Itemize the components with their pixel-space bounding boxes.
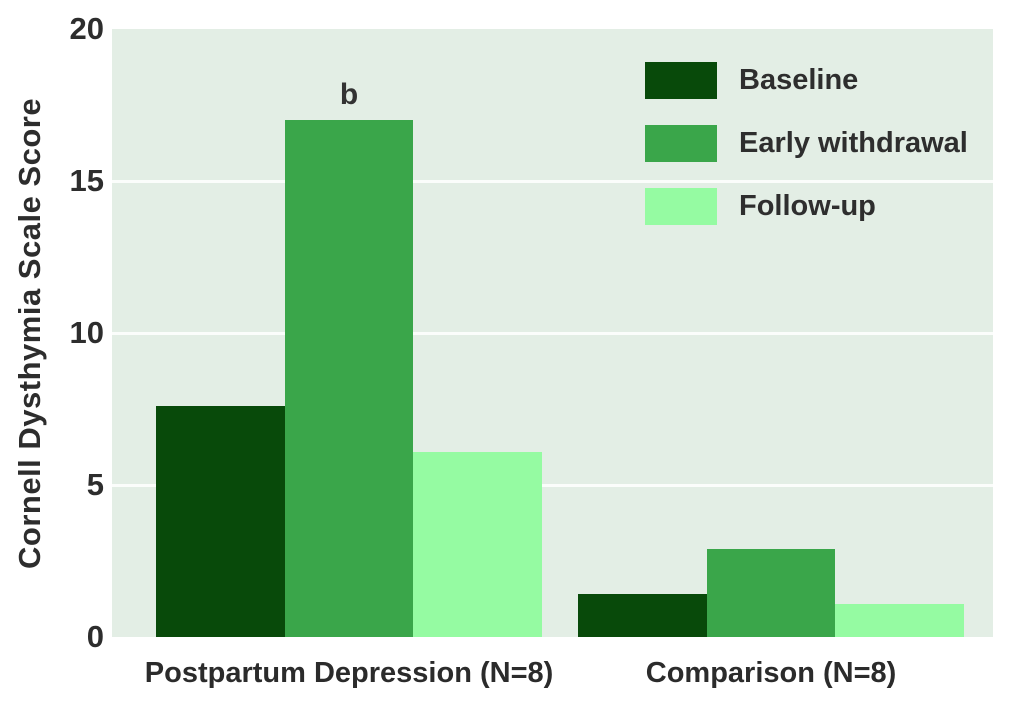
y-tick-label-0: 0 (86, 619, 104, 654)
gridline-y-5 (112, 483, 993, 487)
bar-baseline-comparison-n-8- (578, 594, 707, 637)
bar-follow-up-postpartum-depression-n-8- (413, 451, 543, 637)
bar-early-withdrawal-postpartum-depression-n-8- (284, 120, 414, 637)
y-tick-label-20: 20 (69, 11, 104, 46)
legend: Baseline Early withdrawal Follow-up (645, 62, 968, 225)
bar-early-withdrawal-comparison-n-8- (706, 548, 836, 637)
y-axis-tick-labels: 0 5 10 15 20 (0, 0, 104, 710)
gridline-y-10 (112, 331, 993, 335)
plot-area: b Baseline Early withdrawal Follow-up (112, 29, 993, 637)
legend-item-baseline: Baseline (645, 62, 968, 99)
bar-baseline-postpartum-depression-n-8- (156, 405, 285, 637)
bar-follow-up-comparison-n-8- (835, 603, 965, 637)
legend-item-early-withdrawal: Early withdrawal (645, 125, 968, 162)
significance-marker: b (339, 78, 359, 112)
x-category-label-comparison-n-8-: Comparison (N=8) (645, 657, 897, 689)
legend-swatch-icon (645, 62, 717, 99)
y-tick-label-15: 15 (69, 163, 104, 198)
x-category-label-postpartum-depression-n-8-: Postpartum Depression (N=8) (144, 657, 554, 689)
legend-swatch-icon (645, 188, 717, 225)
legend-swatch-icon (645, 125, 717, 162)
legend-label: Follow-up (739, 190, 876, 222)
gridline-y-15 (112, 179, 993, 183)
legend-label: Baseline (739, 64, 859, 96)
legend-label: Early withdrawal (739, 127, 968, 159)
legend-item-follow-up: Follow-up (645, 188, 968, 225)
y-tick-label-10: 10 (69, 315, 104, 350)
y-tick-label-5: 5 (86, 467, 104, 502)
